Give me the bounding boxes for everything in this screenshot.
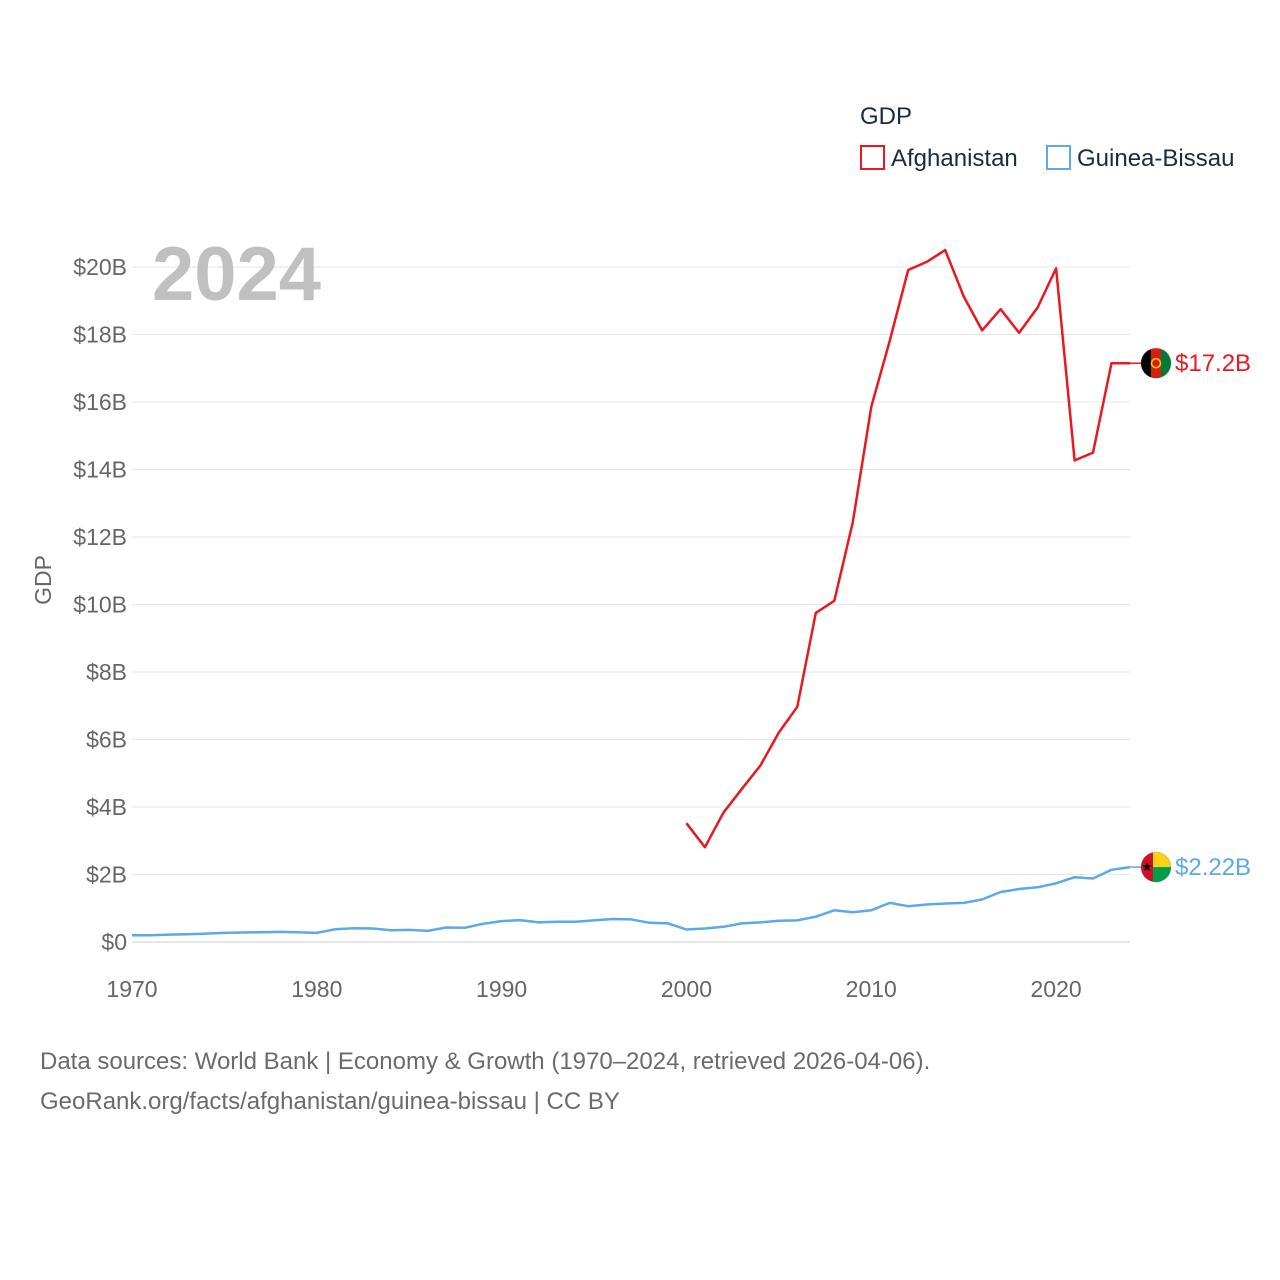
gdp-line-chart: $0 $2B $4B $6B $8B $10B $12B $14B $16B $18B $20B 1… [30,103,1251,1002]
y-tick-label: $16B [73,389,127,415]
source-note: Data sources: World Bank | Economy & Gro… [40,1042,930,1122]
y-tick-label: $10B [73,592,127,618]
legend-swatch-guinea-bissau[interactable] [1046,145,1071,170]
y-tick-label: $8B [86,659,127,685]
x-tick-label: 1980 [291,976,342,1002]
year-label: 2024 [152,232,321,317]
x-tick-label: 2010 [846,976,897,1002]
x-axis-ticks: 1970 1980 1990 2000 2010 2020 [106,976,1081,1002]
source-line-1: Data sources: World Bank | Economy & Gro… [40,1048,931,1075]
grid-lines [132,266,1130,943]
legend: GDP Afghanistan Guinea-Bissau [860,103,1234,172]
series-line-guinea-bissau[interactable] [132,865,1131,937]
legend-label-guinea-bissau[interactable]: Guinea-Bissau [1077,145,1234,172]
x-tick-label: 1990 [476,976,527,1002]
legend-title: GDP [860,103,912,130]
series-line-afghanistan[interactable] [685,248,1130,849]
y-tick-label: $4B [86,794,127,820]
y-tick-label: $20B [73,254,127,280]
end-markers: $17.2B $2.22B [1130,347,1251,883]
y-tick-label: $2B [86,862,127,888]
y-tick-label: $6B [86,727,127,753]
guinea-bissau-flag-icon [1140,851,1172,883]
x-tick-label: 2000 [661,976,712,1002]
y-tick-label: $14B [73,457,127,483]
y-tick-label: $12B [73,524,127,550]
end-value-label-guinea-bissau: $2.22B [1175,854,1251,881]
end-value-label-afghanistan: $17.2B [1175,350,1251,377]
source-line-2: GeoRank.org/facts/afghanistan/guinea-bis… [40,1088,620,1115]
x-tick-label: 2020 [1030,976,1081,1002]
legend-swatch-afghanistan[interactable] [860,145,885,170]
legend-label-afghanistan[interactable]: Afghanistan [891,145,1018,172]
y-axis-label: GDP [30,555,56,605]
x-tick-label: 1970 [106,976,157,1002]
series-lines [132,248,1131,937]
y-tick-label: $18B [73,322,127,348]
y-tick-label: $0 [101,929,127,955]
y-axis-ticks: $0 $2B $4B $6B $8B $10B $12B $14B $16B $18B $20B [73,254,127,955]
afghanistan-flag-icon [1140,347,1172,379]
